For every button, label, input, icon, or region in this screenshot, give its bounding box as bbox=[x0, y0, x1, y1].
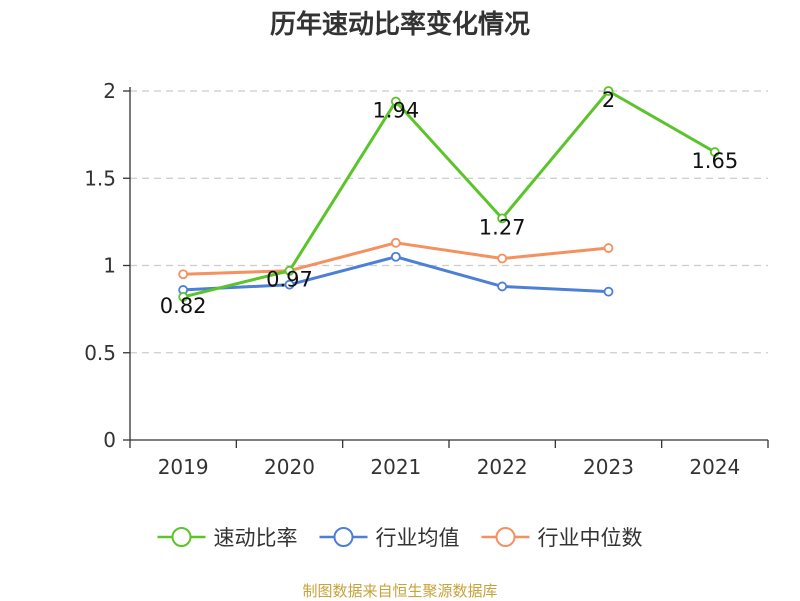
legend-marker bbox=[333, 527, 354, 547]
data-point bbox=[497, 281, 508, 292]
legend-marker bbox=[171, 527, 192, 547]
source-note: 制图数据来自恒生聚源数据库 bbox=[302, 582, 498, 600]
x-tick-label: 2023 bbox=[583, 455, 634, 479]
x-tick-label: 2024 bbox=[689, 455, 740, 479]
data-point bbox=[178, 269, 189, 280]
x-tick-label: 2020 bbox=[264, 455, 315, 479]
legend-item: 行业均值 bbox=[319, 526, 460, 550]
legend-marker bbox=[495, 527, 516, 547]
grid-lines bbox=[130, 90, 768, 354]
data-point bbox=[603, 243, 614, 253]
data-label: 2 bbox=[602, 88, 615, 112]
data-point bbox=[390, 96, 401, 107]
y-tick-label: 1.5 bbox=[84, 166, 116, 190]
data-point bbox=[603, 286, 614, 297]
y-tick-label: 0 bbox=[103, 428, 116, 452]
data-label: 0.97 bbox=[266, 268, 313, 292]
data-point bbox=[390, 237, 401, 248]
legend-item: 速动比率 bbox=[157, 526, 298, 550]
data-label: 0.82 bbox=[160, 294, 207, 318]
legend-label: 速动比率 bbox=[214, 526, 298, 550]
chart-title: 历年速动比率变化情况 bbox=[269, 10, 530, 40]
series-group bbox=[178, 86, 720, 302]
x-tick-label: 2022 bbox=[477, 455, 528, 479]
series-line bbox=[182, 89, 716, 299]
legend-item: 行业中位数 bbox=[481, 526, 643, 550]
x-tick-label: 2021 bbox=[370, 455, 421, 479]
y-tick-label: 1 bbox=[103, 254, 116, 278]
data-point bbox=[709, 147, 720, 157]
legend-label: 行业中位数 bbox=[538, 526, 643, 550]
data-label: 1.65 bbox=[691, 149, 738, 173]
data-point bbox=[603, 86, 614, 96]
axes: 0 0.5 1 1.5 2 2019 2020 2021 2022 2023 2024 bbox=[84, 79, 769, 479]
series-line bbox=[183, 255, 609, 294]
data-point bbox=[284, 279, 295, 290]
data-label: 1.94 bbox=[372, 98, 419, 122]
y-tick-label: 0.5 bbox=[84, 341, 116, 365]
y-tick-label: 2 bbox=[103, 79, 116, 103]
data-label: 1.27 bbox=[479, 215, 526, 239]
legend-label: 行业均值 bbox=[376, 526, 460, 550]
data-point bbox=[497, 213, 508, 224]
data-labels: 0.82 0.97 1.94 1.27 2 1.65 bbox=[160, 88, 738, 318]
legend: 速动比率 行业均值 行业中位数 bbox=[157, 526, 643, 550]
data-point bbox=[497, 253, 508, 264]
data-point bbox=[284, 265, 295, 276]
x-tick-label: 2019 bbox=[158, 455, 209, 479]
data-point bbox=[390, 251, 401, 262]
data-point bbox=[178, 292, 189, 302]
